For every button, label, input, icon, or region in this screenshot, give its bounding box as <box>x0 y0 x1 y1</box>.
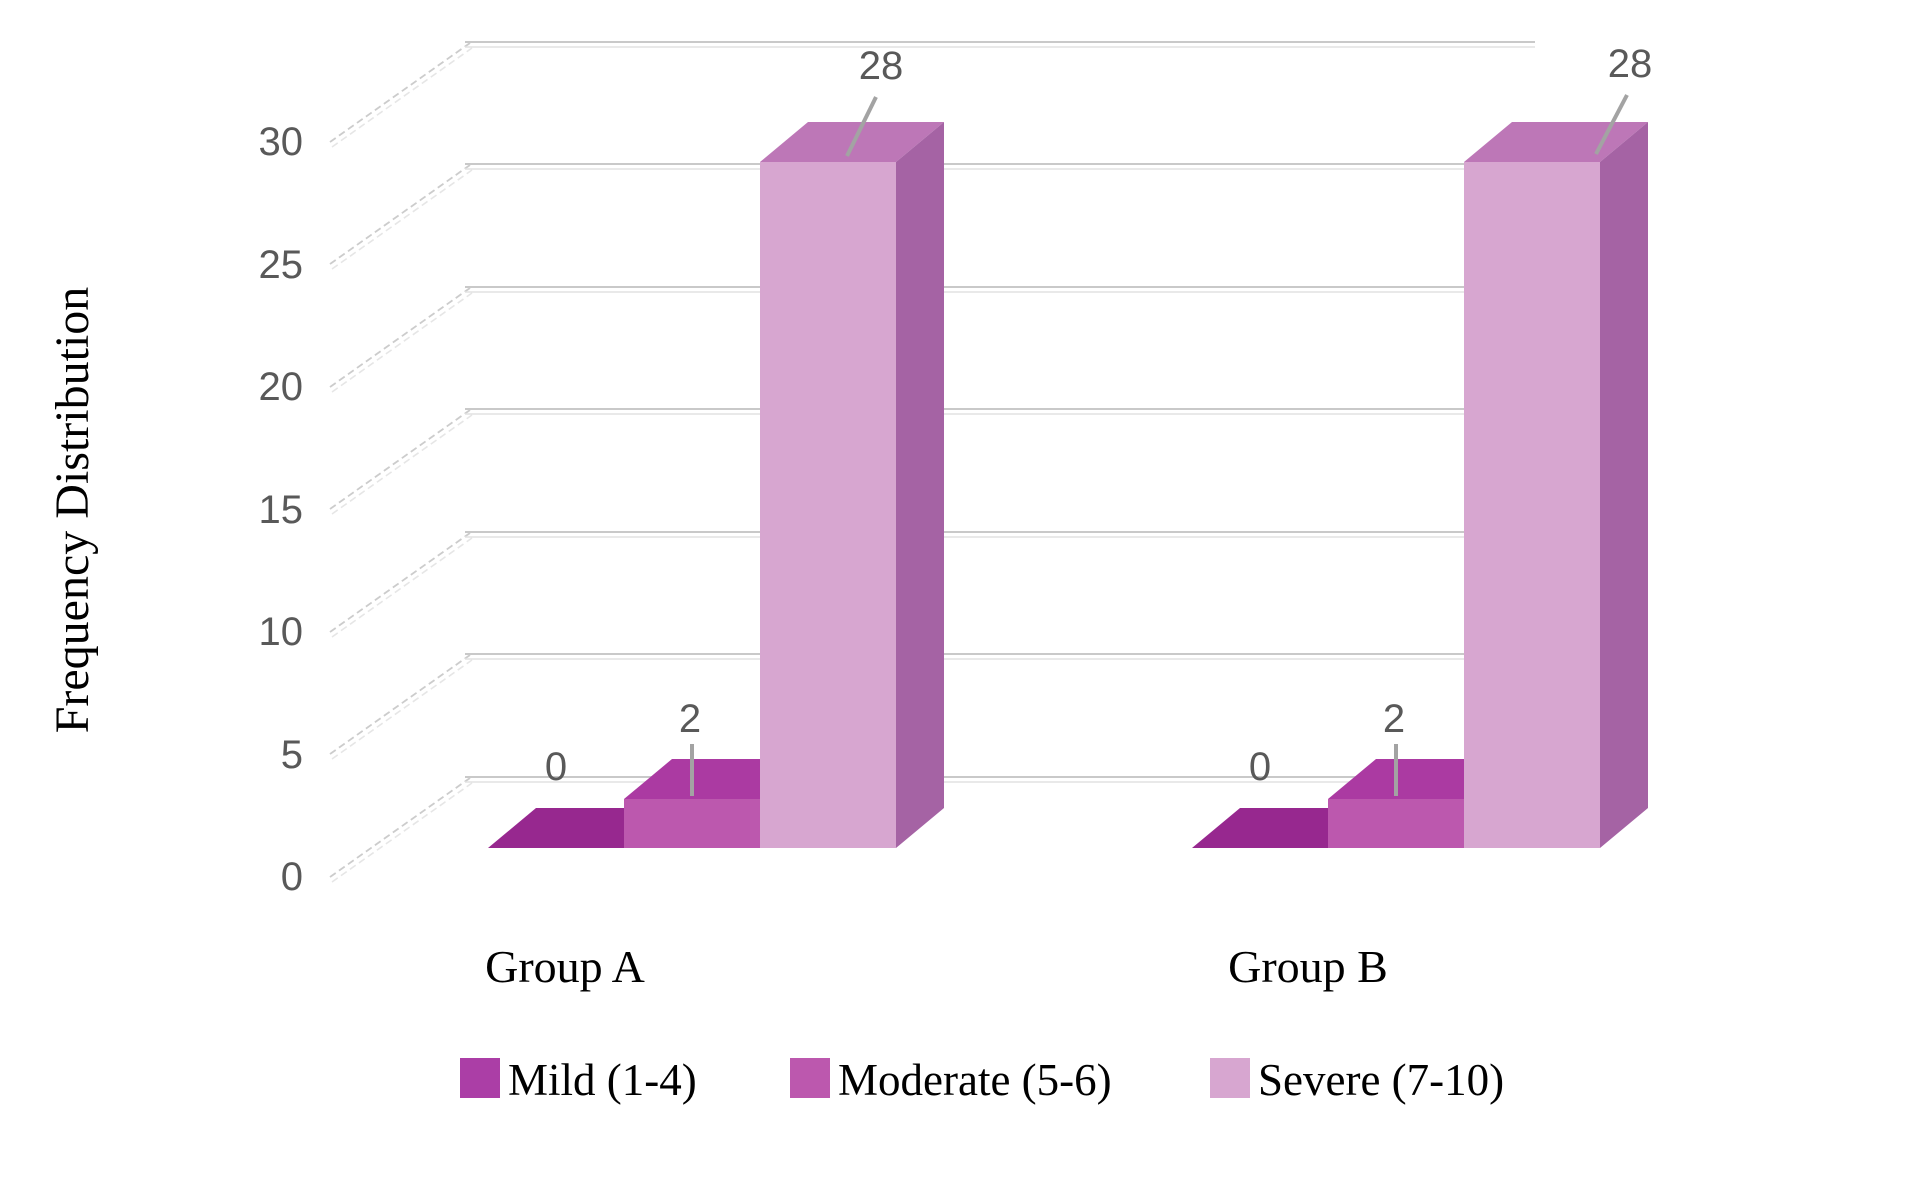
data-label-group-a-severe: 28 <box>859 44 904 88</box>
data-label-group-a-mild: 0 <box>545 745 567 789</box>
data-label-group-b-moderate: 2 <box>1383 697 1405 741</box>
legend-item-moderate: Moderate (5-6) <box>790 1055 1112 1105</box>
leader-line-group-b-severe <box>1594 94 1629 155</box>
bar-group-b-severe-side <box>1600 122 1648 848</box>
x-axis-label-group-a: Group A <box>485 941 645 992</box>
legend-label-moderate: Moderate (5-6) <box>838 1055 1112 1105</box>
bar-group-b-severe-top <box>1464 122 1648 162</box>
legend-label-mild: Mild (1-4) <box>508 1055 697 1105</box>
legend-item-severe: Severe (7-10) <box>1210 1055 1504 1105</box>
leader-line-group-a-severe <box>845 96 878 157</box>
y-axis-tick-0: 0 <box>281 855 303 899</box>
data-label-group-a-moderate: 2 <box>679 697 701 741</box>
gridline-30 <box>329 41 1535 148</box>
x-axis-label-group-b: Group B <box>1228 941 1388 992</box>
legend-item-mild: Mild (1-4) <box>460 1055 697 1105</box>
gridline-25 <box>329 163 1535 270</box>
bar-group-b-severe <box>1464 122 1648 848</box>
bar-group-b-moderate-front <box>1328 799 1464 848</box>
y-axis-tick-15: 15 <box>259 488 304 532</box>
legend-swatch-severe <box>1210 1058 1250 1098</box>
data-label-group-b-mild: 0 <box>1249 745 1271 789</box>
bar-group-a-severe <box>760 122 944 848</box>
bar-group-a-moderate-front <box>624 799 760 848</box>
y-axis-tick-20: 20 <box>259 365 304 409</box>
legend-swatch-mild <box>460 1058 500 1098</box>
gridline-10 <box>329 531 1535 638</box>
y-axis-tick-5: 5 <box>281 733 303 777</box>
y-axis-tick-30: 30 <box>259 120 304 164</box>
bar-group-b-severe-front <box>1464 162 1600 848</box>
gridline-20 <box>329 286 1535 393</box>
bar-group-a-severe-side <box>896 122 944 848</box>
y-axis-title: Frequency Distribution <box>46 287 99 734</box>
bar-group-a-severe-front <box>760 162 896 848</box>
data-label-group-b-severe: 28 <box>1608 42 1653 86</box>
legend: Mild (1-4) Moderate (5-6) Severe (7-10) <box>460 1055 1504 1105</box>
legend-swatch-moderate <box>790 1058 830 1098</box>
y-axis-tick-25: 25 <box>259 243 304 287</box>
gridline-15 <box>329 408 1535 515</box>
y-axis-tick-10: 10 <box>259 610 304 654</box>
legend-label-severe: Severe (7-10) <box>1258 1055 1504 1105</box>
gridline-5 <box>329 653 1535 760</box>
